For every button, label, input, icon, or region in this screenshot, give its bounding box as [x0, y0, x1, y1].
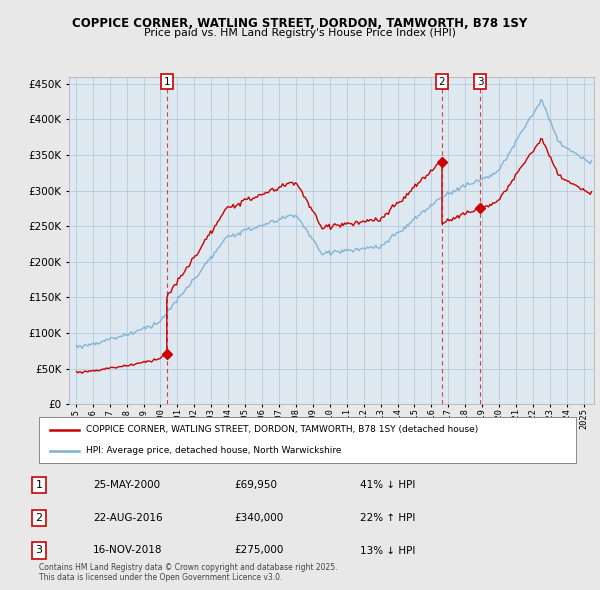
Text: 3: 3 — [35, 546, 43, 555]
Text: 16-NOV-2018: 16-NOV-2018 — [93, 546, 163, 555]
Text: COPPICE CORNER, WATLING STREET, DORDON, TAMWORTH, B78 1SY (detached house): COPPICE CORNER, WATLING STREET, DORDON, … — [86, 425, 479, 434]
Text: 25-MAY-2000: 25-MAY-2000 — [93, 480, 160, 490]
Text: 13% ↓ HPI: 13% ↓ HPI — [360, 546, 415, 555]
Text: Contains HM Land Registry data © Crown copyright and database right 2025.
This d: Contains HM Land Registry data © Crown c… — [39, 563, 337, 582]
Text: £275,000: £275,000 — [234, 546, 283, 555]
Text: HPI: Average price, detached house, North Warwickshire: HPI: Average price, detached house, Nort… — [86, 446, 342, 455]
Text: 3: 3 — [477, 77, 484, 87]
Text: 1: 1 — [163, 77, 170, 87]
Text: 2: 2 — [439, 77, 445, 87]
Text: £69,950: £69,950 — [234, 480, 277, 490]
Text: 1: 1 — [35, 480, 43, 490]
Text: COPPICE CORNER, WATLING STREET, DORDON, TAMWORTH, B78 1SY: COPPICE CORNER, WATLING STREET, DORDON, … — [73, 17, 527, 30]
Text: Price paid vs. HM Land Registry's House Price Index (HPI): Price paid vs. HM Land Registry's House … — [144, 28, 456, 38]
Text: 22% ↑ HPI: 22% ↑ HPI — [360, 513, 415, 523]
Text: 2: 2 — [35, 513, 43, 523]
Text: £340,000: £340,000 — [234, 513, 283, 523]
Text: 22-AUG-2016: 22-AUG-2016 — [93, 513, 163, 523]
Text: 41% ↓ HPI: 41% ↓ HPI — [360, 480, 415, 490]
